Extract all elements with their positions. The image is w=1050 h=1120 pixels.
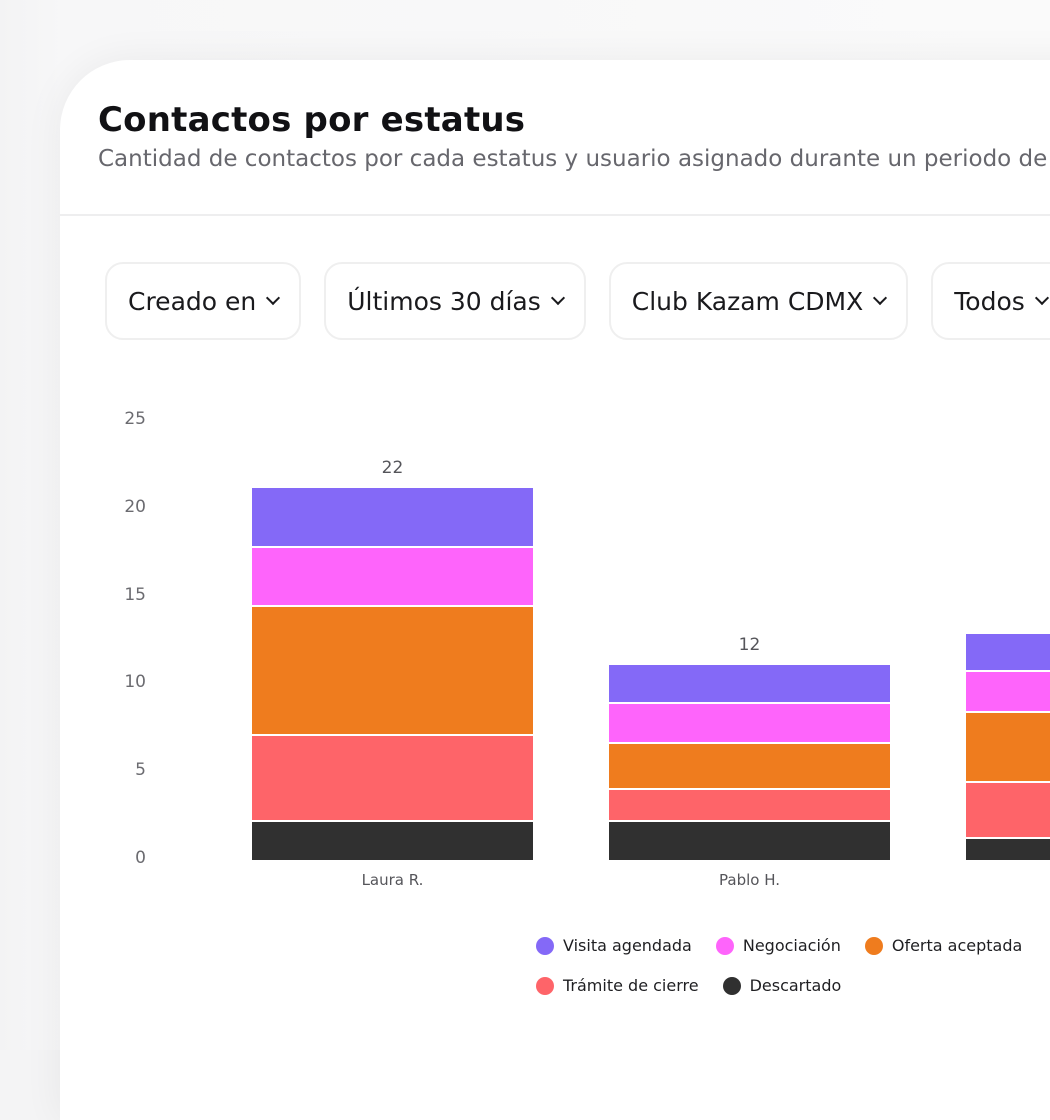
bar-third-user[interactable]: [966, 631, 1050, 860]
filter-label: Club Kazam CDMX: [631, 286, 864, 316]
chevron-down-icon: [266, 290, 281, 306]
bar-total-label: 22: [381, 457, 404, 478]
bar-total-label: 12: [738, 635, 761, 656]
legend-dot-icon: [536, 936, 554, 955]
legend-dot-icon: [864, 936, 883, 955]
bar-segment[interactable]: [609, 788, 890, 820]
legend-item-negociacion[interactable]: Negociación: [715, 936, 841, 955]
legend-dot-icon: [715, 936, 734, 955]
bar-segment[interactable]: [609, 742, 890, 789]
bar-segment[interactable]: [252, 485, 533, 546]
x-axis-category-label: Laura R.: [361, 871, 424, 889]
legend-dot-icon: [536, 976, 554, 995]
legend-item-tramite-de-cierre[interactable]: Trámite de cierre: [536, 976, 699, 995]
filter-date-field-dropdown[interactable]: Creado en: [105, 262, 302, 340]
bar-segment[interactable]: [966, 837, 1050, 860]
bar-segment[interactable]: [609, 702, 890, 743]
bar-segment[interactable]: [252, 819, 533, 860]
filter-users-dropdown[interactable]: Todos: [931, 262, 1050, 340]
filter-label: Últimos 30 días: [347, 286, 541, 316]
y-axis-tick-label: 15: [124, 584, 146, 605]
filter-label: Creado en: [128, 286, 257, 316]
bar-laura-r[interactable]: [252, 485, 533, 860]
legend-item-visita-agendada[interactable]: Visita agendada: [536, 936, 692, 955]
chart-card: Contactos por estatus Cantidad de contac…: [60, 60, 1050, 1120]
chart-title: Contactos por estatus: [98, 100, 526, 140]
y-axis-tick-label: 10: [124, 672, 146, 693]
bar-segment[interactable]: [252, 733, 533, 820]
chart-subtitle: Cantidad de contactos por cada estatus y…: [98, 146, 1048, 172]
header-divider: [60, 214, 1050, 216]
bar-pablo-h[interactable]: [609, 663, 890, 860]
legend-label: Negociación: [742, 936, 841, 955]
legend-dot-icon: [722, 976, 741, 995]
legend-label: Oferta aceptada: [891, 936, 1023, 955]
card-header: Contactos por estatus Cantidad de contac…: [98, 98, 1050, 174]
filter-date-range-dropdown[interactable]: Últimos 30 días: [324, 262, 586, 340]
bar-segment[interactable]: [966, 710, 1050, 781]
y-axis-tick-label: 5: [135, 760, 146, 781]
bar-segment[interactable]: [966, 631, 1050, 671]
y-axis-tick-label: 20: [124, 496, 146, 517]
x-axis-category-label: Pablo H.: [719, 871, 780, 889]
legend-item-descartado[interactable]: Descartado: [722, 976, 842, 995]
y-axis-tick-label: 0: [135, 848, 146, 868]
y-axis-tick-label: 25: [124, 409, 146, 429]
filter-club-dropdown[interactable]: Club Kazam CDMX: [608, 262, 909, 340]
filter-bar: Creado en Últimos 30 días Club Kazam CDM…: [105, 262, 1050, 340]
legend-item-oferta-aceptada[interactable]: Oferta aceptada: [864, 936, 1023, 955]
legend-label: Visita agendada: [563, 936, 692, 955]
legend-label: Trámite de cierre: [563, 976, 699, 995]
bar-segment[interactable]: [609, 819, 890, 860]
chevron-down-icon: [873, 290, 888, 306]
bar-segment[interactable]: [966, 670, 1050, 711]
bar-segment[interactable]: [966, 780, 1050, 838]
legend-label: Descartado: [749, 976, 842, 995]
bar-segment[interactable]: [252, 545, 533, 606]
filter-label: Todos: [954, 286, 1025, 316]
chevron-down-icon: [550, 290, 565, 306]
bar-segment[interactable]: [609, 663, 890, 702]
bar-segment[interactable]: [252, 605, 533, 734]
chart-legend: Visita agendada Negociación Oferta acept…: [536, 936, 1036, 1016]
chevron-down-icon: [1034, 290, 1049, 306]
